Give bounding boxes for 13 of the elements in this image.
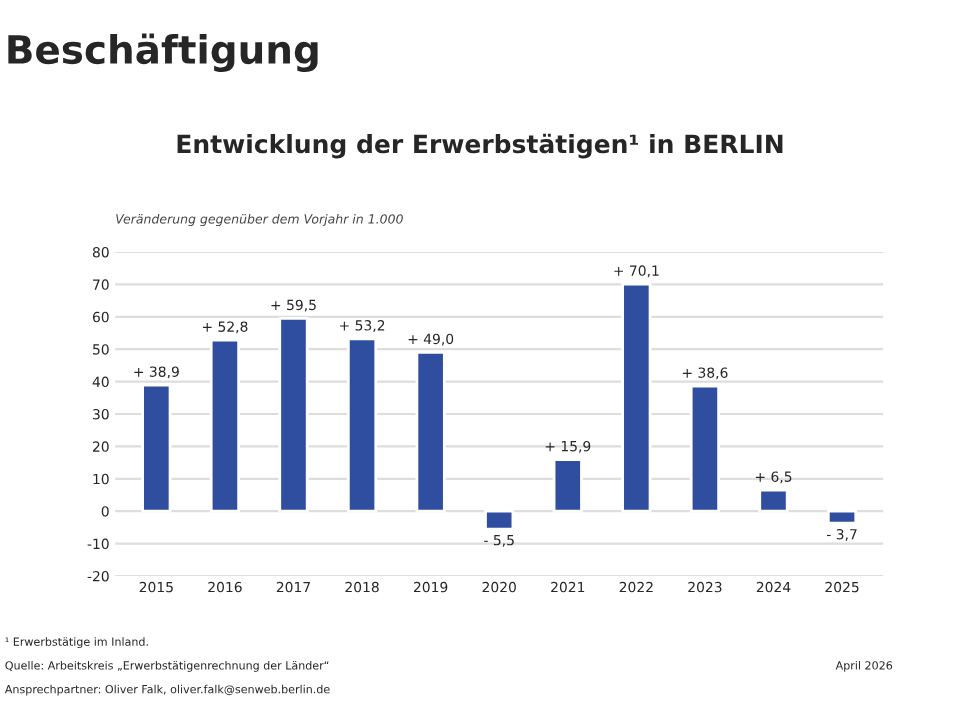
bar xyxy=(758,488,789,513)
bar xyxy=(141,383,172,513)
bar xyxy=(689,384,721,513)
bar xyxy=(826,509,858,525)
chart-title: Beschäftigung xyxy=(8,33,318,72)
bar xyxy=(552,458,583,513)
bar xyxy=(415,351,446,513)
bar xyxy=(346,337,378,513)
chart-subtitle: Entwicklung der Erwerbstätigen¹ in BERLIN xyxy=(177,133,783,159)
bar xyxy=(621,282,652,513)
bar xyxy=(484,509,515,531)
bar xyxy=(209,338,241,513)
bar xyxy=(278,317,309,513)
